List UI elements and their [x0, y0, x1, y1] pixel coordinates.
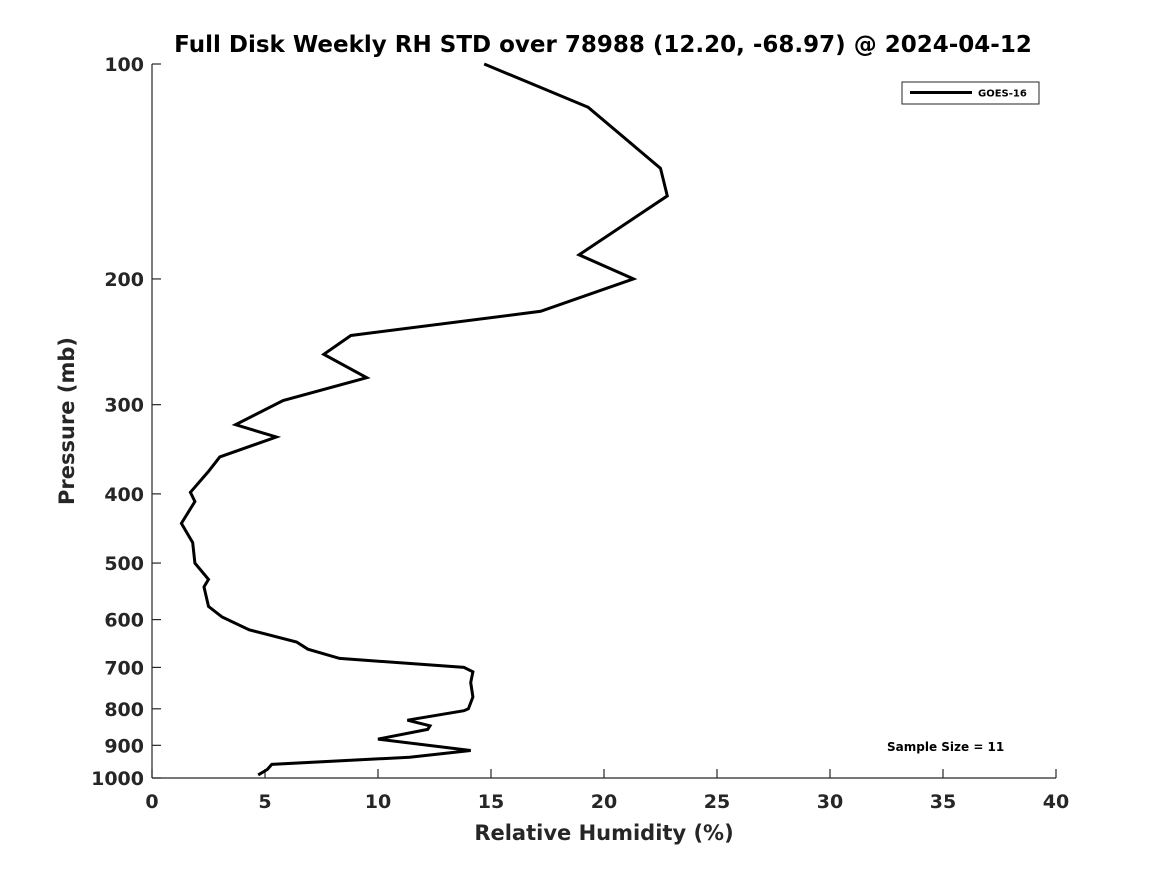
y-tick-label: 700 — [104, 657, 144, 679]
series-line-goes-16 — [179, 62, 670, 777]
x-tick-label: 20 — [591, 791, 617, 813]
legend-label-goes-16: GOES-16 — [978, 89, 1027, 100]
y-tick-label: 300 — [104, 395, 144, 417]
y-tick-label: 400 — [104, 484, 144, 506]
x-tick-label: 30 — [817, 791, 843, 813]
x-tick-label: 25 — [704, 791, 730, 813]
y-tick-label: 900 — [104, 735, 144, 757]
chart-title: Full Disk Weekly RH STD over 78988 (12.2… — [174, 32, 1032, 58]
y-tick-label: 1000 — [91, 768, 144, 790]
x-axis-label: Relative Humidity (%) — [474, 821, 733, 845]
y-axis-ticks: 100 200 300 400 500 600 700 800 900 1000 — [91, 54, 161, 790]
y-axis-label: Pressure (mb) — [55, 337, 79, 505]
y-tick-label: 500 — [104, 553, 144, 575]
y-tick-label: 800 — [104, 699, 144, 721]
legend: GOES-16 — [901, 81, 1040, 105]
x-tick-label: 15 — [478, 791, 504, 813]
x-axis-ticks: 0 5 10 15 20 25 30 35 40 — [145, 769, 1069, 813]
x-tick-label: 5 — [258, 791, 271, 813]
x-tick-label: 35 — [930, 791, 956, 813]
x-tick-label: 40 — [1043, 791, 1069, 813]
x-tick-label: 0 — [145, 791, 158, 813]
series-layer — [179, 62, 670, 777]
y-tick-label: 600 — [104, 610, 144, 632]
sample-size-annotation: Sample Size = 11 — [887, 740, 1004, 754]
x-tick-label: 10 — [365, 791, 391, 813]
plot-area — [151, 64, 1056, 779]
y-tick-label: 100 — [104, 54, 144, 76]
y-tick-label: 200 — [104, 269, 144, 291]
